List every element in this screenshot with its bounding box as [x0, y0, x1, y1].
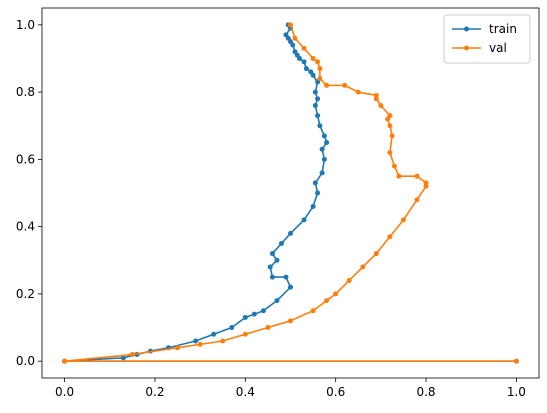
- train-point-7: [229, 325, 235, 331]
- x-tick-label-3: 0.6: [326, 385, 345, 399]
- train-point-31: [312, 103, 318, 109]
- val-point-26: [387, 113, 393, 119]
- val-point-15: [400, 217, 406, 223]
- x-tick-label-1: 0.2: [145, 385, 164, 399]
- train-point-22: [315, 190, 321, 196]
- val-line: [64, 24, 427, 362]
- train-point-28: [321, 133, 327, 139]
- x-axis: 0.0 0.2 0.4 0.6 0.8 1.0: [55, 378, 526, 399]
- train-point-21: [310, 203, 316, 209]
- val-point-34: [317, 66, 323, 72]
- y-axis: 0.0 0.2 0.4 0.6 0.8 1.0: [16, 18, 42, 368]
- y-tick-label-5: 1.0: [16, 18, 35, 32]
- val-point-30: [355, 89, 361, 95]
- train-point-1: [120, 355, 126, 361]
- train-point-33: [312, 89, 318, 95]
- val-point-5: [242, 331, 248, 337]
- train-point-14: [269, 274, 275, 280]
- train-point-13: [283, 274, 289, 280]
- legend-box: [443, 14, 531, 64]
- val-point-20: [396, 173, 402, 179]
- legend-val-label: val: [489, 41, 507, 55]
- val-point-36: [310, 55, 316, 61]
- val-point-35: [315, 59, 321, 65]
- val-point-3: [197, 341, 203, 347]
- legend: train val: [443, 14, 531, 64]
- train-point-8: [242, 314, 248, 320]
- val-point-33: [317, 76, 323, 82]
- train-point-9: [251, 311, 257, 317]
- val-point-23: [389, 133, 395, 139]
- val-point-38: [292, 35, 298, 41]
- val-point-22: [387, 150, 393, 156]
- val-point-9: [324, 298, 330, 304]
- y-tick-label-2: 0.4: [16, 220, 35, 234]
- train-point-26: [319, 146, 325, 152]
- train-point-10: [260, 308, 266, 314]
- val-point-11: [346, 277, 352, 283]
- val-point-1: [129, 351, 135, 357]
- x-tick-label-2: 0.4: [236, 385, 255, 399]
- y-tick-label-1: 0.2: [16, 287, 35, 301]
- train-point-37: [303, 66, 309, 72]
- train-point-27: [324, 140, 330, 146]
- train-point-6: [211, 331, 217, 337]
- val-point-31: [342, 82, 348, 88]
- train-point-38: [301, 59, 307, 65]
- train-point-18: [278, 240, 284, 246]
- val-point-21: [391, 163, 397, 169]
- train-point-23: [312, 180, 318, 186]
- val-point-4: [220, 338, 226, 344]
- val-point-2: [175, 345, 181, 351]
- val-point-18: [423, 180, 429, 186]
- train-point-25: [321, 156, 327, 162]
- val-point-14: [387, 234, 393, 240]
- legend-train-marker: [464, 26, 469, 32]
- train-point-30: [315, 113, 321, 119]
- train-point-16: [274, 257, 280, 263]
- plot-frame: [41, 7, 540, 379]
- val-point-12: [360, 264, 366, 270]
- train-point-12: [288, 284, 293, 290]
- val-point-10: [333, 291, 339, 297]
- val-point-0: [62, 358, 68, 364]
- val-point-13: [373, 251, 379, 257]
- train-point-29: [317, 123, 323, 129]
- val-point-19: [414, 173, 420, 179]
- series-layer: [62, 22, 519, 364]
- train-point-15: [267, 264, 273, 270]
- val-point-7: [288, 318, 293, 324]
- train-point-41: [292, 49, 298, 55]
- train-point-32: [315, 96, 321, 102]
- y-tick-label-0: 0.0: [16, 354, 35, 368]
- train-point-11: [274, 298, 280, 304]
- val-point-27: [378, 103, 384, 109]
- val-point-29: [373, 92, 379, 98]
- train-point-17: [269, 251, 275, 257]
- x-tick-label-4: 0.8: [416, 385, 435, 399]
- y-tick-label-3: 0.6: [16, 152, 35, 166]
- val-point-24: [387, 123, 393, 129]
- train-point-20: [301, 217, 307, 223]
- legend-val-marker: [464, 45, 469, 51]
- val-point-6: [265, 325, 271, 331]
- x-tick-label-0: 0.0: [55, 385, 74, 399]
- val-baseline-point-1: [513, 358, 519, 364]
- val-point-37: [301, 45, 307, 51]
- train-point-24: [319, 170, 325, 176]
- train-point-45: [283, 32, 289, 38]
- legend-train-label: train: [489, 22, 517, 36]
- y-tick-label-4: 0.8: [16, 85, 35, 99]
- val-point-32: [324, 82, 330, 88]
- train-point-36: [308, 69, 314, 75]
- val-point-16: [414, 197, 420, 203]
- val-point-8: [310, 308, 316, 314]
- val-point-39: [288, 22, 293, 28]
- train-point-19: [288, 230, 293, 236]
- series-val: [62, 22, 519, 364]
- x-tick-label-5: 1.0: [507, 385, 526, 399]
- train-point-5: [193, 338, 199, 344]
